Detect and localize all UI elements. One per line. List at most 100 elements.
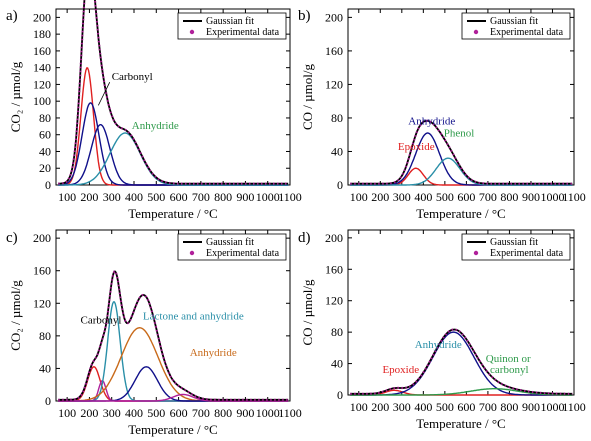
legend-exp-swatch — [189, 250, 195, 256]
x-tick-label: 600 — [457, 190, 475, 204]
x-tick-label: 600 — [170, 406, 188, 420]
x-tick-label: 700 — [479, 190, 497, 204]
y-tick-label: 200 — [325, 231, 343, 245]
gaussian-fit-line — [350, 328, 573, 395]
legend-exp-label: Experimental data — [206, 27, 280, 38]
x-tick-label: 1100 — [278, 406, 302, 420]
annotation-label: Phenol — [444, 127, 475, 139]
x-tick-label: 500 — [436, 400, 454, 414]
x-tick-label: 900 — [236, 190, 254, 204]
x-tick-label: 900 — [522, 400, 540, 414]
annotation-label: Epoxide — [398, 141, 435, 153]
panel-letter: b) — [298, 8, 311, 24]
y-tick-label: 160 — [33, 264, 51, 278]
y-tick-label: 160 — [33, 44, 51, 58]
experimental-data-line — [350, 119, 573, 185]
x-tick-label: 200 — [80, 406, 98, 420]
x-tick-label: 900 — [522, 190, 540, 204]
gaussian-component-2 — [350, 132, 573, 186]
panel-letter: d) — [298, 230, 311, 246]
x-tick-label: 700 — [192, 190, 210, 204]
annotation-label: carbonyl — [490, 364, 528, 376]
annotation-arrow — [97, 82, 111, 106]
panel-letter: c) — [6, 230, 18, 246]
x-tick-label: 300 — [103, 190, 121, 204]
legend-box — [177, 233, 287, 261]
x-tick-label: 1100 — [278, 190, 302, 204]
gaussian-component-4 — [58, 132, 289, 186]
annotation-label: Epoxide — [382, 364, 419, 376]
legend-exp-swatch — [473, 250, 479, 256]
legend-fit-label: Gaussian fit — [490, 237, 538, 248]
x-tick-label: 100 — [350, 400, 368, 414]
x-tick-label: 600 — [457, 400, 475, 414]
y-tick-label: 120 — [325, 294, 343, 308]
y-axis-label: CO / µmol/g — [300, 64, 315, 130]
legend-box — [461, 233, 571, 261]
chart-panel-2: b)100 200 300 400 500 600 700 800 900 10001100040… — [298, 8, 586, 221]
annotation-label: Anhydride — [415, 339, 462, 351]
y-tick-label: 60 — [39, 128, 51, 142]
x-tick-label: 300 — [393, 190, 411, 204]
y-tick-label: 100 — [33, 94, 51, 108]
y-tick-label: 80 — [331, 111, 343, 125]
y-tick-label: 120 — [33, 296, 51, 310]
chart-panel-4: d)100 200 300 400 500 600 700 800 900 10001100040… — [298, 229, 586, 431]
x-tick-label: 400 — [414, 400, 432, 414]
legend-fit-label: Gaussian fit — [490, 16, 538, 27]
panel-letter: a) — [6, 8, 18, 24]
x-tick-label: 1000 — [540, 400, 564, 414]
x-axis-label: Temperature / °C — [128, 206, 217, 221]
annotation-label: Quinon or — [486, 353, 531, 365]
x-tick-label: 500 — [147, 406, 165, 420]
x-tick-label: 500 — [436, 190, 454, 204]
y-axis-label: CO / µmol/g — [300, 279, 315, 345]
legend-exp-swatch — [189, 29, 195, 35]
y-tick-label: 80 — [39, 111, 51, 125]
gaussian-component-3 — [350, 157, 573, 186]
x-tick-label: 400 — [414, 190, 432, 204]
y-tick-label: 40 — [331, 357, 343, 371]
y-tick-label: 0 — [337, 178, 343, 192]
x-axis-label: Temperature / °C — [416, 416, 505, 431]
y-tick-label: 200 — [325, 10, 343, 24]
y-tick-label: 0 — [45, 178, 51, 192]
x-tick-label: 900 — [236, 406, 254, 420]
y-tick-label: 200 — [33, 231, 51, 245]
y-tick-label: 160 — [325, 262, 343, 276]
x-tick-label: 1100 — [562, 400, 586, 414]
annotation-label: Anhydride — [408, 116, 455, 128]
x-tick-label: 800 — [214, 190, 232, 204]
x-axis-label: Temperature / °C — [416, 206, 505, 221]
annotation-label: Lactone and anhydride — [143, 311, 244, 323]
x-tick-label: 800 — [214, 406, 232, 420]
legend-box — [461, 12, 571, 40]
gaussian-component-1 — [58, 366, 289, 402]
x-tick-label: 100 — [58, 190, 76, 204]
experimental-data-line — [58, 270, 289, 401]
legend-exp-label: Experimental data — [490, 248, 564, 259]
gaussian-component-5 — [58, 366, 289, 402]
gaussian-component-6 — [58, 393, 289, 402]
x-tick-label: 700 — [192, 406, 210, 420]
legend-exp-label: Experimental data — [490, 27, 564, 38]
x-tick-label: 300 — [393, 400, 411, 414]
legend-fit-label: Gaussian fit — [206, 237, 254, 248]
y-tick-label: 200 — [33, 10, 51, 24]
x-tick-label: 200 — [371, 400, 389, 414]
x-tick-label: 100 — [350, 190, 368, 204]
legend-exp-swatch — [473, 29, 479, 35]
y-tick-label: 0 — [45, 394, 51, 408]
x-tick-label: 200 — [371, 190, 389, 204]
legend-fit-label: Gaussian fit — [206, 16, 254, 27]
legend-box — [177, 12, 287, 40]
x-axis-label: Temperature / °C — [128, 422, 217, 437]
y-tick-label: 0 — [337, 388, 343, 402]
x-tick-label: 800 — [500, 400, 518, 414]
x-tick-label: 500 — [147, 190, 165, 204]
x-tick-label: 700 — [479, 400, 497, 414]
x-tick-label: 1100 — [562, 190, 586, 204]
